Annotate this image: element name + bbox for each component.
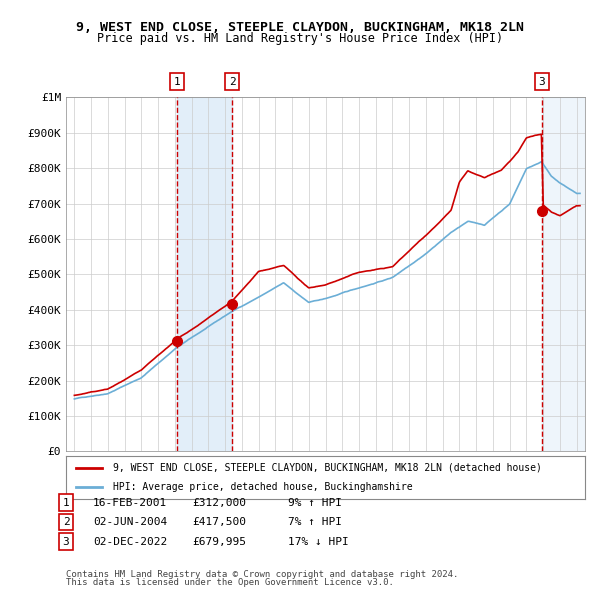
Text: 02-JUN-2004: 02-JUN-2004 (93, 517, 167, 527)
Bar (542, 97, 585, 451)
Text: This data is licensed under the Open Government Licence v3.0.: This data is licensed under the Open Gov… (66, 578, 394, 587)
Text: 7% ↑ HPI: 7% ↑ HPI (288, 517, 342, 527)
Bar (177, 97, 232, 451)
Text: 9, WEST END CLOSE, STEEPLE CLAYDON, BUCKINGHAM, MK18 2LN: 9, WEST END CLOSE, STEEPLE CLAYDON, BUCK… (76, 21, 524, 34)
Text: £417,500: £417,500 (192, 517, 246, 527)
Text: 2: 2 (62, 517, 70, 527)
Text: 9% ↑ HPI: 9% ↑ HPI (288, 498, 342, 507)
Text: 17% ↓ HPI: 17% ↓ HPI (288, 537, 349, 546)
Bar (542, 97, 585, 451)
Text: 16-FEB-2001: 16-FEB-2001 (93, 498, 167, 507)
Text: £679,995: £679,995 (192, 537, 246, 546)
Text: 3: 3 (538, 77, 545, 87)
Text: 2: 2 (229, 77, 235, 87)
Text: 02-DEC-2022: 02-DEC-2022 (93, 537, 167, 546)
Text: HPI: Average price, detached house, Buckinghamshire: HPI: Average price, detached house, Buck… (113, 481, 412, 491)
Text: 1: 1 (173, 77, 180, 87)
Text: 1: 1 (62, 498, 70, 507)
Text: Price paid vs. HM Land Registry's House Price Index (HPI): Price paid vs. HM Land Registry's House … (97, 32, 503, 45)
Text: 9, WEST END CLOSE, STEEPLE CLAYDON, BUCKINGHAM, MK18 2LN (detached house): 9, WEST END CLOSE, STEEPLE CLAYDON, BUCK… (113, 463, 542, 473)
Text: Contains HM Land Registry data © Crown copyright and database right 2024.: Contains HM Land Registry data © Crown c… (66, 571, 458, 579)
Text: £312,000: £312,000 (192, 498, 246, 507)
Text: 3: 3 (62, 537, 70, 546)
